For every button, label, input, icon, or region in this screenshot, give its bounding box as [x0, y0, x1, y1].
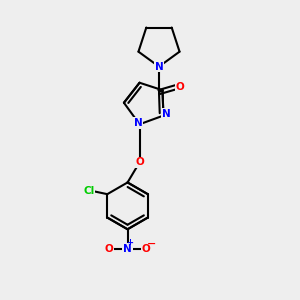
Text: N: N [154, 61, 164, 72]
Text: N: N [134, 118, 142, 128]
Text: +: + [126, 238, 133, 247]
Text: Cl: Cl [83, 186, 94, 196]
Text: O: O [135, 158, 144, 167]
Text: O: O [105, 244, 113, 254]
Text: N: N [123, 244, 132, 254]
Text: O: O [176, 82, 184, 92]
Text: N: N [162, 109, 171, 119]
Text: O: O [142, 244, 151, 254]
Text: −: − [147, 239, 156, 249]
